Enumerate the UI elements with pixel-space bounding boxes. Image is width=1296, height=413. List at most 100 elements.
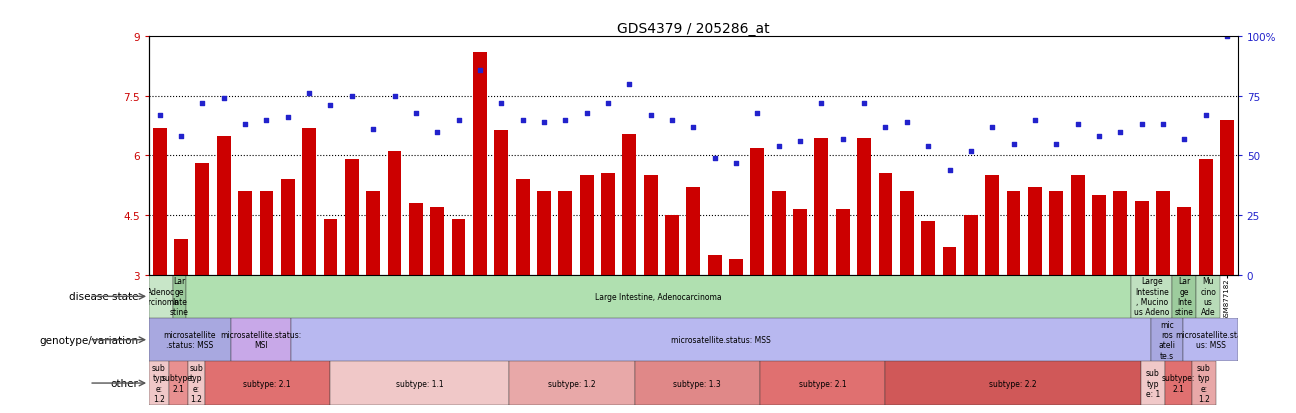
Bar — [451, 220, 465, 275]
Point — [832, 136, 853, 143]
Point — [982, 124, 1003, 131]
Point — [1025, 117, 1046, 124]
Text: sub
typ
e:
1.2: sub typ e: 1.2 — [1198, 363, 1210, 403]
Bar — [1007, 192, 1020, 275]
Bar — [665, 216, 679, 275]
Point — [854, 100, 875, 107]
Bar — [516, 180, 530, 275]
Point — [875, 124, 896, 131]
Point — [940, 167, 960, 173]
Text: mic
ros
ateli
te.s: mic ros ateli te.s — [1159, 320, 1175, 360]
Bar — [1093, 196, 1105, 275]
Bar — [188, 361, 205, 405]
Text: Large Intestine, Adenocarcinoma: Large Intestine, Adenocarcinoma — [595, 292, 722, 301]
Bar — [410, 204, 422, 275]
Point — [320, 103, 341, 109]
Bar — [1050, 192, 1063, 275]
Bar — [149, 361, 168, 405]
Text: subtype:
2.1: subtype: 2.1 — [1161, 373, 1195, 393]
Point — [406, 110, 426, 116]
Bar — [1177, 208, 1191, 275]
Bar — [259, 192, 273, 275]
Point — [277, 115, 298, 121]
Bar — [635, 361, 759, 405]
Text: sub
typ
e: 1: sub typ e: 1 — [1146, 368, 1160, 398]
Bar — [329, 361, 509, 405]
Point — [1003, 141, 1024, 147]
Bar — [1113, 192, 1128, 275]
Bar — [708, 255, 722, 275]
Point — [1174, 136, 1195, 143]
Bar — [1183, 318, 1238, 361]
Bar — [388, 152, 402, 275]
Point — [1046, 141, 1067, 147]
Bar — [559, 192, 573, 275]
Bar — [1151, 318, 1183, 361]
Bar — [324, 220, 337, 275]
Bar — [187, 275, 1131, 318]
Point — [363, 127, 384, 133]
Point — [704, 155, 724, 162]
Bar — [750, 148, 765, 275]
Bar — [1196, 275, 1221, 318]
Bar — [174, 239, 188, 275]
Bar — [290, 318, 1151, 361]
Bar — [814, 138, 828, 275]
Text: microsatellite.stat
us: MSS: microsatellite.stat us: MSS — [1175, 330, 1245, 349]
Point — [448, 117, 469, 124]
Text: sub
typ
e:
1.2: sub typ e: 1.2 — [189, 363, 203, 403]
Bar — [216, 136, 231, 275]
Bar — [205, 361, 329, 405]
Bar — [772, 192, 785, 275]
Bar — [231, 318, 290, 361]
Text: microsatellite
.status: MSS: microsatellite .status: MSS — [163, 330, 216, 349]
Point — [918, 143, 938, 150]
Point — [662, 117, 683, 124]
Point — [577, 110, 597, 116]
Bar — [1165, 361, 1192, 405]
Bar — [793, 210, 807, 275]
Bar — [759, 361, 885, 405]
Bar — [836, 210, 850, 275]
Text: Lar
ge
Inte
stine: Lar ge Inte stine — [1175, 277, 1194, 317]
Text: other: other — [110, 378, 139, 388]
Point — [149, 112, 170, 119]
Point — [1131, 122, 1152, 128]
Bar — [1028, 188, 1042, 275]
Point — [384, 93, 404, 100]
Bar — [302, 128, 316, 275]
Bar — [644, 176, 657, 275]
Bar — [1135, 202, 1148, 275]
Bar — [1131, 275, 1173, 318]
Bar — [730, 259, 743, 275]
Bar — [367, 192, 380, 275]
Text: subtype: 1.1: subtype: 1.1 — [395, 379, 443, 388]
Point — [555, 117, 575, 124]
Text: subtype:
2.1: subtype: 2.1 — [162, 373, 196, 393]
Point — [426, 129, 447, 135]
Bar — [921, 221, 936, 275]
Point — [1217, 34, 1238, 40]
Text: subtype: 2.1: subtype: 2.1 — [244, 379, 292, 388]
Bar — [1220, 121, 1234, 275]
Point — [683, 124, 704, 131]
Point — [192, 100, 213, 107]
Bar — [1199, 160, 1213, 275]
Bar — [885, 361, 1140, 405]
Bar — [1192, 361, 1216, 405]
Bar — [942, 247, 956, 275]
Point — [769, 143, 789, 150]
Bar — [964, 216, 977, 275]
Point — [619, 81, 640, 88]
Bar — [537, 192, 551, 275]
Bar — [172, 275, 187, 318]
Bar — [473, 53, 487, 275]
Point — [897, 119, 918, 126]
Point — [597, 100, 618, 107]
Point — [235, 122, 255, 128]
Point — [1089, 134, 1109, 140]
Bar — [687, 188, 700, 275]
Point — [257, 117, 277, 124]
Text: microsatellite.status: MSS: microsatellite.status: MSS — [671, 335, 770, 344]
Point — [341, 93, 362, 100]
